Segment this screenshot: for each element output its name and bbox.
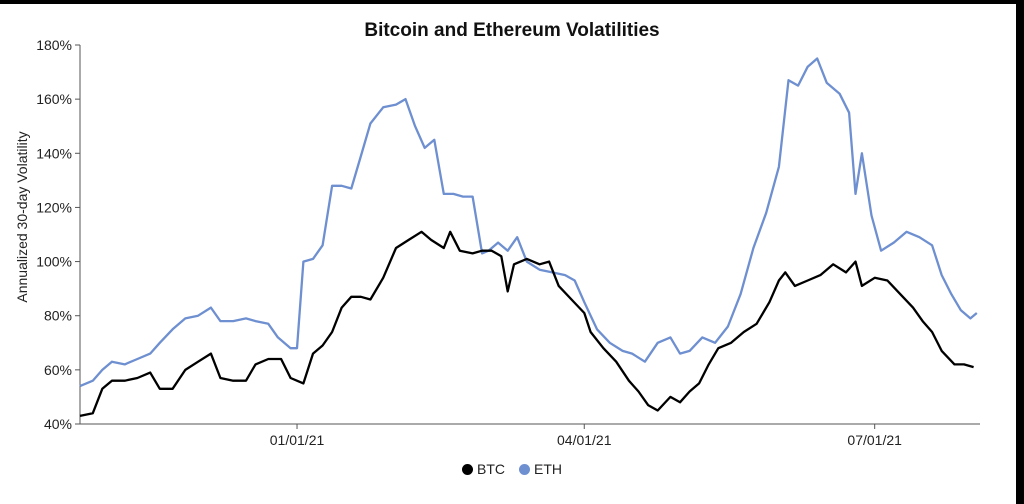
eth-series-line: [79, 57, 978, 388]
btc-legend-dot: [462, 463, 473, 475]
chart-canvas: 40% 60% 80% 100% 120% 140% 160% 180% 01/01/21 04/…: [36, 37, 980, 448]
x-tick-label: 04/01/21: [557, 432, 612, 448]
x-tick-label: 07/01/21: [847, 432, 902, 448]
y-tick-label: 140%: [36, 145, 72, 161]
btc-legend-label: BTC: [477, 461, 505, 477]
legend: BTC ETH: [0, 461, 1024, 477]
btc-series-line: [79, 230, 974, 418]
y-tick-label: 100%: [36, 254, 72, 270]
y-tick-label: 120%: [36, 199, 72, 215]
y-tick-label: 180%: [36, 37, 72, 53]
legend-item-btc[interactable]: BTC: [462, 461, 505, 477]
eth-legend-dot: [519, 463, 530, 475]
chart-title: Bitcoin and Ethereum Volatilities: [364, 20, 660, 41]
eth-legend-label: ETH: [534, 461, 562, 477]
y-tick-label: 80%: [44, 308, 72, 324]
y-tick-label: 160%: [36, 91, 72, 107]
y-tick-label: 60%: [44, 362, 72, 378]
legend-item-eth[interactable]: ETH: [519, 461, 562, 477]
y-tick-label: 40%: [44, 416, 72, 432]
x-tick-label: 01/01/21: [270, 432, 325, 448]
top-border: [0, 0, 1024, 4]
right-border: [1016, 0, 1024, 504]
